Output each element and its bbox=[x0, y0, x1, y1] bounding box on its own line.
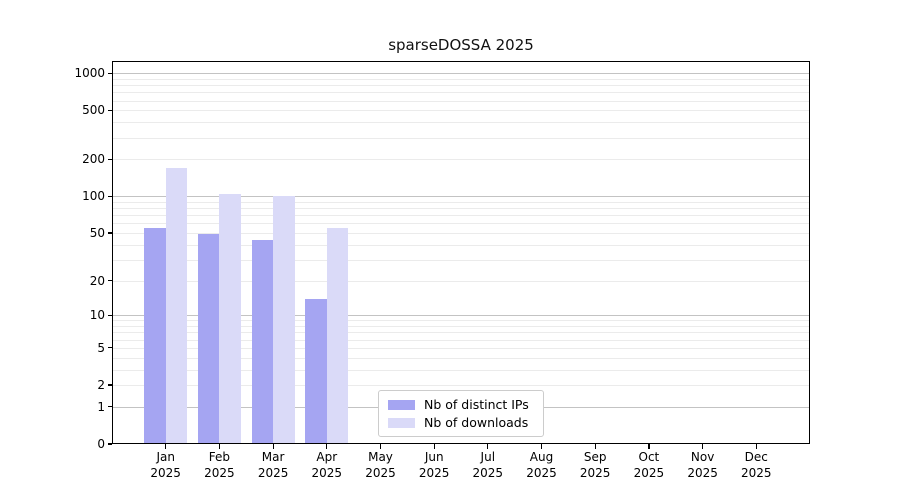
x-tick-label: Aug 2025 bbox=[526, 450, 557, 480]
major-gridline bbox=[112, 196, 810, 198]
x-tick-mark bbox=[540, 444, 543, 449]
minor-gridline bbox=[112, 244, 810, 246]
y-tick-mark bbox=[108, 72, 112, 74]
x-tick-mark bbox=[648, 444, 650, 449]
minor-gridline bbox=[112, 347, 810, 349]
bar-distinct-ips bbox=[197, 234, 220, 444]
minor-gridline bbox=[112, 215, 810, 217]
x-tick-label: Jul 2025 bbox=[472, 450, 504, 480]
y-tick-label: 2 bbox=[97, 378, 105, 392]
minor-gridline bbox=[112, 110, 810, 112]
minor-gridline bbox=[112, 159, 810, 161]
minor-gridline bbox=[112, 223, 810, 225]
x-tick-label: Apr 2025 bbox=[311, 450, 343, 480]
y-tick-label: 5 bbox=[97, 340, 105, 355]
x-tick-label: Jun 2025 bbox=[418, 450, 450, 480]
x-tick-label: May 2025 bbox=[365, 450, 396, 480]
x-tick-mark bbox=[379, 444, 382, 449]
minor-gridline bbox=[112, 100, 810, 102]
legend-label-distinct-ips: Nb of distinct IPs bbox=[424, 397, 529, 412]
y-tick-label: 100 bbox=[82, 189, 105, 204]
legend-label-downloads: Nb of downloads bbox=[424, 415, 529, 430]
x-tick-mark bbox=[218, 444, 221, 449]
x-tick-label: Oct 2025 bbox=[633, 450, 665, 480]
y-tick-label: 200 bbox=[82, 152, 105, 167]
legend-item-downloads: Nb of downloads bbox=[388, 415, 534, 430]
minor-gridline bbox=[112, 201, 810, 203]
y-tick-mark bbox=[108, 384, 112, 386]
minor-gridline bbox=[112, 78, 810, 80]
minor-gridline bbox=[112, 122, 810, 124]
x-tick-mark bbox=[272, 444, 274, 449]
y-tick-mark bbox=[108, 158, 112, 161]
minor-gridline bbox=[112, 280, 810, 282]
minor-gridline bbox=[112, 369, 810, 371]
bar-downloads bbox=[273, 196, 295, 444]
minor-gridline bbox=[112, 85, 810, 87]
x-tick-mark bbox=[702, 444, 704, 449]
chart-title: sparseDOSSA 2025 bbox=[388, 36, 534, 54]
y-tick-label: 0 bbox=[97, 437, 105, 451]
plot-area bbox=[112, 61, 810, 444]
minor-gridline bbox=[112, 357, 810, 359]
y-tick-label: 10 bbox=[89, 308, 105, 323]
major-gridline bbox=[112, 315, 810, 317]
minor-gridline bbox=[112, 233, 810, 234]
bar-downloads bbox=[219, 193, 241, 444]
major-gridline bbox=[112, 73, 810, 75]
y-tick-label: 50 bbox=[89, 226, 105, 240]
x-tick-label: Jan 2025 bbox=[150, 450, 181, 480]
y-tick-mark bbox=[108, 314, 112, 316]
x-tick-mark bbox=[433, 444, 435, 449]
y-tick-mark bbox=[108, 443, 112, 445]
minor-gridline bbox=[112, 137, 810, 139]
minor-gridline bbox=[112, 332, 810, 334]
x-tick-label: Mar 2025 bbox=[257, 450, 289, 480]
minor-gridline bbox=[112, 385, 810, 386]
legend: Nb of distinct IPs Nb of downloads bbox=[378, 390, 544, 437]
y-tick-label: 1 bbox=[97, 399, 105, 414]
minor-gridline bbox=[112, 320, 810, 322]
x-tick-mark bbox=[487, 444, 489, 449]
y-tick-mark bbox=[108, 280, 112, 282]
x-tick-label: Sep 2025 bbox=[579, 450, 611, 480]
legend-swatch-downloads bbox=[388, 417, 415, 428]
minor-gridline bbox=[112, 92, 810, 94]
bar-distinct-ips bbox=[305, 298, 327, 444]
x-tick-label: Dec 2025 bbox=[741, 450, 772, 480]
bar-distinct-ips bbox=[144, 227, 166, 444]
legend-item-distinct-ips: Nb of distinct IPs bbox=[388, 397, 534, 412]
legend-swatch-distinct-ips bbox=[388, 399, 415, 410]
y-tick-mark bbox=[108, 232, 112, 234]
y-tick-label: 500 bbox=[82, 103, 105, 118]
y-tick-mark bbox=[108, 195, 112, 197]
minor-gridline bbox=[112, 339, 810, 341]
y-tick-mark bbox=[108, 109, 112, 111]
minor-gridline bbox=[112, 259, 810, 261]
bar-downloads bbox=[326, 227, 349, 444]
x-tick-mark bbox=[755, 444, 757, 449]
y-tick-label: 20 bbox=[89, 273, 105, 288]
bar-downloads bbox=[165, 168, 188, 444]
y-tick-label: 1000 bbox=[74, 66, 105, 81]
bar-distinct-ips bbox=[251, 239, 274, 444]
y-tick-mark bbox=[108, 406, 112, 408]
y-tick-mark bbox=[108, 347, 112, 349]
minor-gridline bbox=[112, 208, 810, 210]
x-tick-mark bbox=[326, 444, 328, 449]
x-tick-mark bbox=[594, 444, 596, 449]
minor-gridline bbox=[112, 326, 810, 328]
x-tick-mark bbox=[165, 444, 167, 449]
x-tick-label: Nov 2025 bbox=[687, 450, 718, 480]
x-tick-label: Feb 2025 bbox=[204, 450, 235, 480]
